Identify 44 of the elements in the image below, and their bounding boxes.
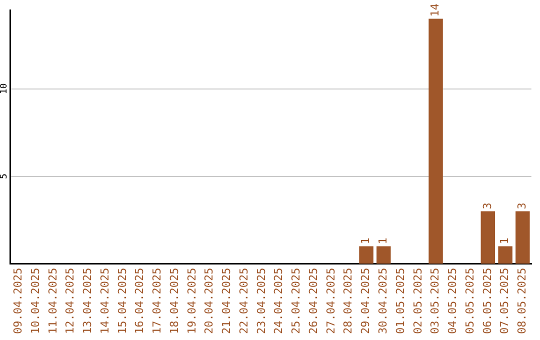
x-tick-label: 03.05.2025 xyxy=(428,268,442,334)
x-tick-label: 19.04.2025 xyxy=(185,268,198,334)
x-tick-label: 25.04.2025 xyxy=(290,268,303,334)
data-label: 3 xyxy=(516,202,529,210)
x-tick-label: 29.04.2025 xyxy=(359,268,372,334)
data-label: 3 xyxy=(480,202,494,210)
x-tick-label: 17.04.2025 xyxy=(150,268,164,334)
bar xyxy=(516,211,530,264)
x-tick-label: 30.04.2025 xyxy=(376,268,390,334)
x-tick-label: 06.05.2025 xyxy=(480,268,494,334)
x-tick-label: 27.04.2025 xyxy=(324,268,338,334)
bar xyxy=(376,246,391,264)
x-tick-label: 16.04.2025 xyxy=(133,268,146,334)
x-tick-label: 18.04.2025 xyxy=(168,268,181,334)
x-tick-label: 21.04.2025 xyxy=(220,268,234,334)
x-tick-label: 13.04.2025 xyxy=(81,268,94,334)
bar xyxy=(359,246,374,264)
x-tick-label: 07.05.2025 xyxy=(498,268,512,334)
x-tick-label: 15.04.2025 xyxy=(116,268,129,334)
x-tick-label: 12.04.2025 xyxy=(64,268,77,334)
x-tick-label: 22.04.2025 xyxy=(237,268,250,334)
x-tick-label: 23.04.2025 xyxy=(254,268,268,334)
x-tick-label: 09.04.2025 xyxy=(12,268,25,334)
x-tick-label: 28.04.2025 xyxy=(342,268,355,334)
bar xyxy=(480,211,496,264)
y-tick-label: 5 xyxy=(0,174,10,179)
data-label: 1 xyxy=(498,238,512,244)
x-tick-label: 05.05.2025 xyxy=(463,268,476,334)
x-tick-label: 14.04.2025 xyxy=(98,268,112,334)
x-tick-label: 08.05.2025 xyxy=(516,268,529,334)
x-tick-label: 04.05.2025 xyxy=(446,268,460,334)
data-label: 1 xyxy=(376,238,390,244)
bar xyxy=(428,18,443,264)
data-label: 14 xyxy=(428,3,442,17)
x-tick-label: 20.04.2025 xyxy=(202,268,216,334)
y-tick-label: 10 xyxy=(0,83,10,94)
x-tick-label: 01.05.2025 xyxy=(394,268,407,334)
bar xyxy=(498,246,512,264)
x-tick-label: 26.04.2025 xyxy=(306,268,320,334)
x-tick-label: 11.04.2025 xyxy=(46,268,60,334)
data-label: 1 xyxy=(359,238,372,244)
x-tick-label: 02.05.2025 xyxy=(411,268,424,334)
x-tick-label: 10.04.2025 xyxy=(28,268,42,334)
x-tick-label: 24.04.2025 xyxy=(272,268,286,334)
